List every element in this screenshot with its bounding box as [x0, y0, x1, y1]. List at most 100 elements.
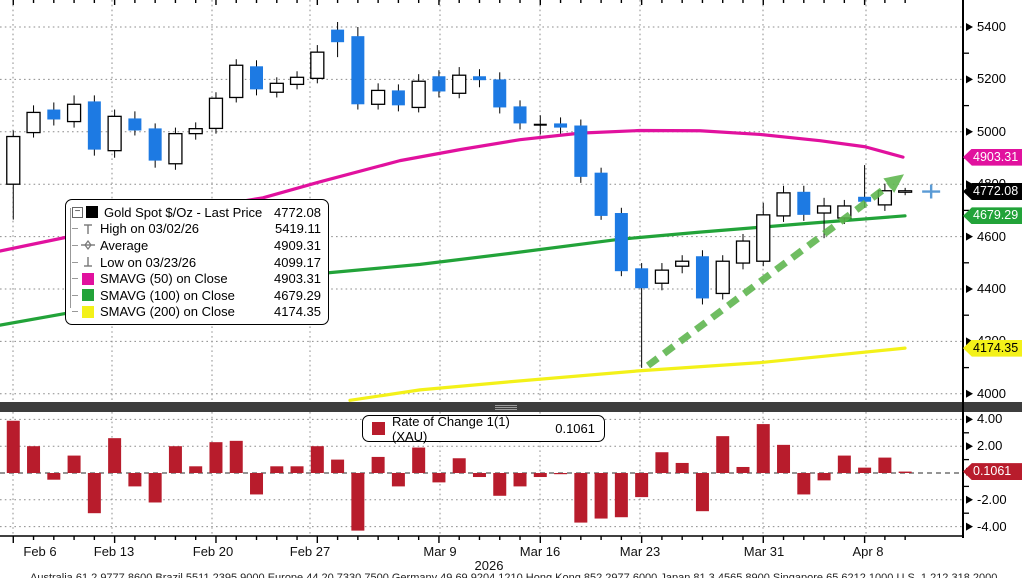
candlestick [411, 74, 426, 113]
series-swatch-icon [80, 305, 96, 318]
candlestick [66, 95, 82, 128]
candlestick [675, 255, 690, 274]
legend-item-label: SMAVG (100) on Close [100, 287, 235, 303]
roc-bars [6, 420, 912, 531]
price-axis-tick-label: 4600 [977, 228, 1006, 244]
roc-bar [513, 473, 527, 487]
legend-item-value: 4099.17 [274, 254, 321, 270]
roc-bar [128, 473, 142, 487]
legend-rows: − Gold Spot $/Oz - Last Price 4772.08 High … [72, 204, 321, 320]
legend-item-label: Gold Spot $/Oz - Last Price [104, 204, 263, 220]
candlestick [877, 183, 893, 211]
x-axis-date-label: Feb 13 [93, 544, 135, 559]
candlestick [797, 185, 811, 221]
legend-item-value: 4903.31 [274, 271, 321, 287]
candlestick [370, 83, 386, 110]
legend-row[interactable]: SMAVG (200) on Close 4174.35 [72, 304, 321, 321]
roc-bar [229, 440, 243, 473]
roc-bar [554, 473, 568, 475]
roc-axis-tick-label: -2.00 [977, 491, 1007, 507]
main-legend[interactable]: − Gold Spot $/Oz - Last Price 4772.08 High … [65, 199, 329, 326]
roc-bar [47, 473, 61, 480]
roc-bar [331, 459, 345, 473]
price-axis-tick-label: 4000 [977, 385, 1006, 401]
roc-bar [533, 473, 547, 478]
candlestick [351, 27, 365, 110]
axes [0, 0, 973, 543]
candlestick [756, 202, 771, 267]
roc-bar [878, 457, 892, 473]
roc-bar [736, 466, 750, 473]
candlestick [715, 255, 730, 300]
legend-tree-stub [72, 261, 78, 263]
roc-bar [574, 473, 588, 523]
roc-bar [209, 442, 223, 473]
legend-item-label: SMAVG (200) on Close [100, 304, 235, 320]
roc-bar [412, 447, 426, 473]
roc-bar [351, 473, 365, 531]
legend-item-value: 4679.29 [274, 287, 321, 303]
collapse-icon[interactable]: − [72, 206, 83, 218]
price-tag-sma200: 4174.35 [963, 339, 1022, 357]
x-axis-date-label: Feb 27 [289, 544, 331, 559]
x-axis-date-label: Feb 6 [23, 544, 57, 559]
candlestick [229, 59, 244, 103]
candlestick [107, 109, 122, 158]
candlestick [472, 69, 486, 88]
candlestick [168, 127, 183, 170]
legend-tree-stub [72, 311, 78, 313]
candlestick [26, 105, 41, 138]
roc-bar [168, 446, 182, 473]
candlestick [128, 111, 142, 136]
price-axis-tick-label: 5400 [977, 19, 1006, 34]
x-axis-date-label: Apr 8 [852, 544, 884, 559]
legend-row[interactable]: − Gold Spot $/Oz - Last Price 4772.08 [72, 204, 321, 221]
candlestick [493, 72, 507, 114]
legend-tree-stub [72, 244, 78, 246]
candlestick [735, 233, 751, 270]
panel-divider-handle[interactable] [495, 404, 517, 411]
legend-row[interactable]: High on 03/02/26 5419.11 [72, 221, 321, 238]
legend-tree-stub [72, 228, 78, 230]
candles [6, 21, 941, 368]
candlestick [289, 71, 305, 90]
roc-bar [189, 466, 203, 473]
legend-row[interactable]: SMAVG (100) on Close 4679.29 [72, 287, 321, 304]
x-axis-date-label: Feb 20 [192, 544, 234, 559]
series-swatch-icon [80, 272, 96, 285]
candlestick [208, 92, 224, 134]
price-tag-sma100: 4679.29 [963, 207, 1022, 225]
candlestick [6, 130, 21, 220]
legend-row[interactable]: Low on 03/23/26 4099.17 [72, 254, 321, 271]
roc-series-swatch-icon [372, 422, 385, 435]
candlestick [614, 207, 628, 277]
legend-tree-stub [72, 278, 78, 280]
candlestick [331, 21, 345, 58]
footer-text-clipped: Australia 61 2 9777 8600 Brazil 5511 239… [30, 572, 998, 578]
legend-item-label: High on 03/02/26 [100, 221, 200, 237]
roc-bar [695, 473, 709, 512]
candlestick [188, 122, 203, 140]
series-swatch-icon [84, 206, 100, 219]
last-price-cross-marker [922, 184, 941, 199]
roc-bar [898, 471, 912, 473]
roc-bar [371, 456, 385, 473]
candlestick [574, 119, 588, 183]
roc-bar [777, 444, 791, 473]
roc-bar [270, 466, 284, 473]
candlestick [594, 167, 608, 220]
roc-legend[interactable]: Rate of Change 1(1) (XAU) 0.1061 [362, 414, 605, 444]
candlestick [432, 70, 446, 98]
legend-item-value: 5419.11 [274, 221, 321, 237]
legend-item-label: Low on 03/23/26 [100, 254, 197, 270]
legend-item-value: 4174.35 [274, 304, 321, 320]
candlestick [47, 102, 61, 126]
candlestick [858, 165, 872, 208]
legend-row[interactable]: Average 4909.31 [72, 237, 321, 254]
candlestick [898, 187, 913, 196]
trend-arrow [645, 174, 904, 369]
roc-bar [635, 473, 649, 498]
low-marker-icon [80, 256, 96, 268]
legend-row[interactable]: SMAVG (50) on Close 4903.31 [72, 270, 321, 287]
